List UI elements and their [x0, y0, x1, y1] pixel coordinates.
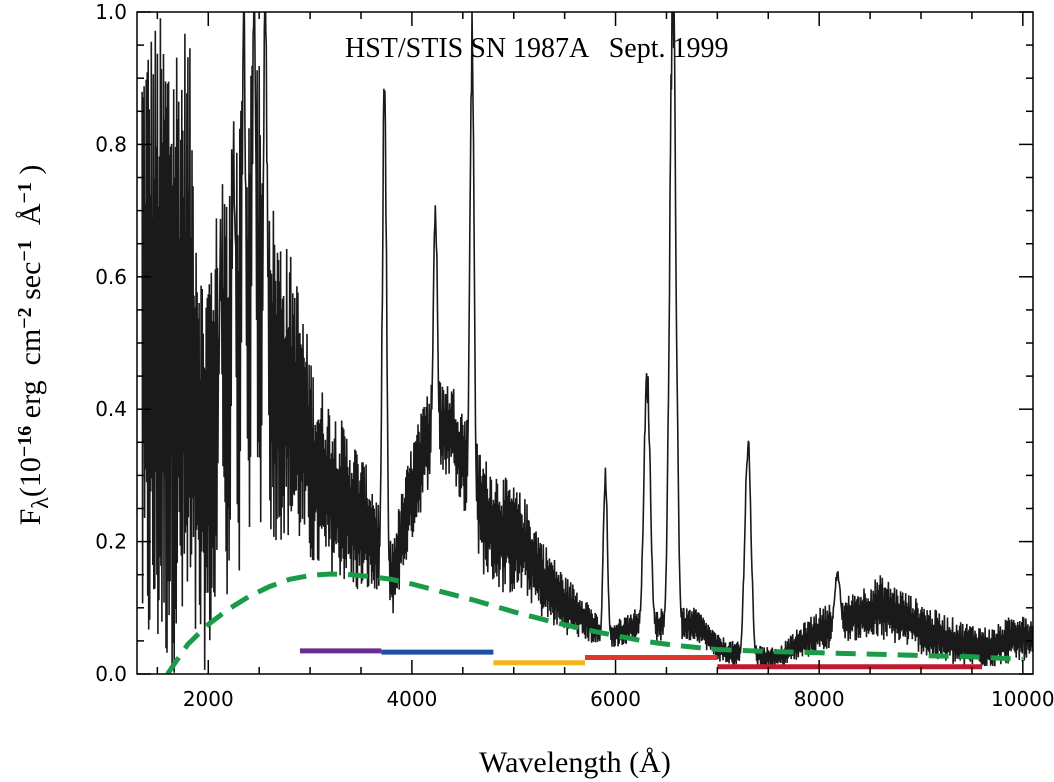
spectrum-layer: [141, 12, 1033, 673]
x-tick-label: 8000: [794, 687, 845, 711]
bands-layer: [299, 648, 983, 670]
x-axis-label: Wavelength (Å): [479, 746, 671, 779]
y-tick-label: 0.2: [95, 530, 127, 554]
y-tick-label: 0.6: [95, 265, 127, 289]
chart-title: HST/STIS SN 1987A Sept. 1999: [345, 33, 729, 64]
y-tick-label: 0.8: [95, 132, 127, 156]
x-tick-label: 4000: [386, 687, 437, 711]
plot-area: [141, 12, 1033, 674]
tick-labels-layer: 2000 4000 6000 8000 10000 0.0 0.2 0.4 0.6 0.8 1.0: [95, 0, 1054, 711]
y-tick-label: 1.0: [95, 0, 127, 24]
y-tick-label: 0.0: [95, 662, 127, 686]
ticks-layer: [137, 11, 1033, 675]
x-tick-label: 10000: [991, 687, 1054, 711]
x-tick-label: 2000: [183, 687, 234, 711]
y-axis-label: Fλ(10−16 erg cm−2 sec−1 Å−1 ): [14, 165, 54, 526]
model-layer: [165, 571, 1023, 674]
model-continuum-line: [165, 571, 1023, 674]
spectrum-line: [141, 12, 1033, 673]
y-tick-label: 0.4: [95, 397, 127, 421]
x-tick-label: 6000: [590, 687, 641, 711]
